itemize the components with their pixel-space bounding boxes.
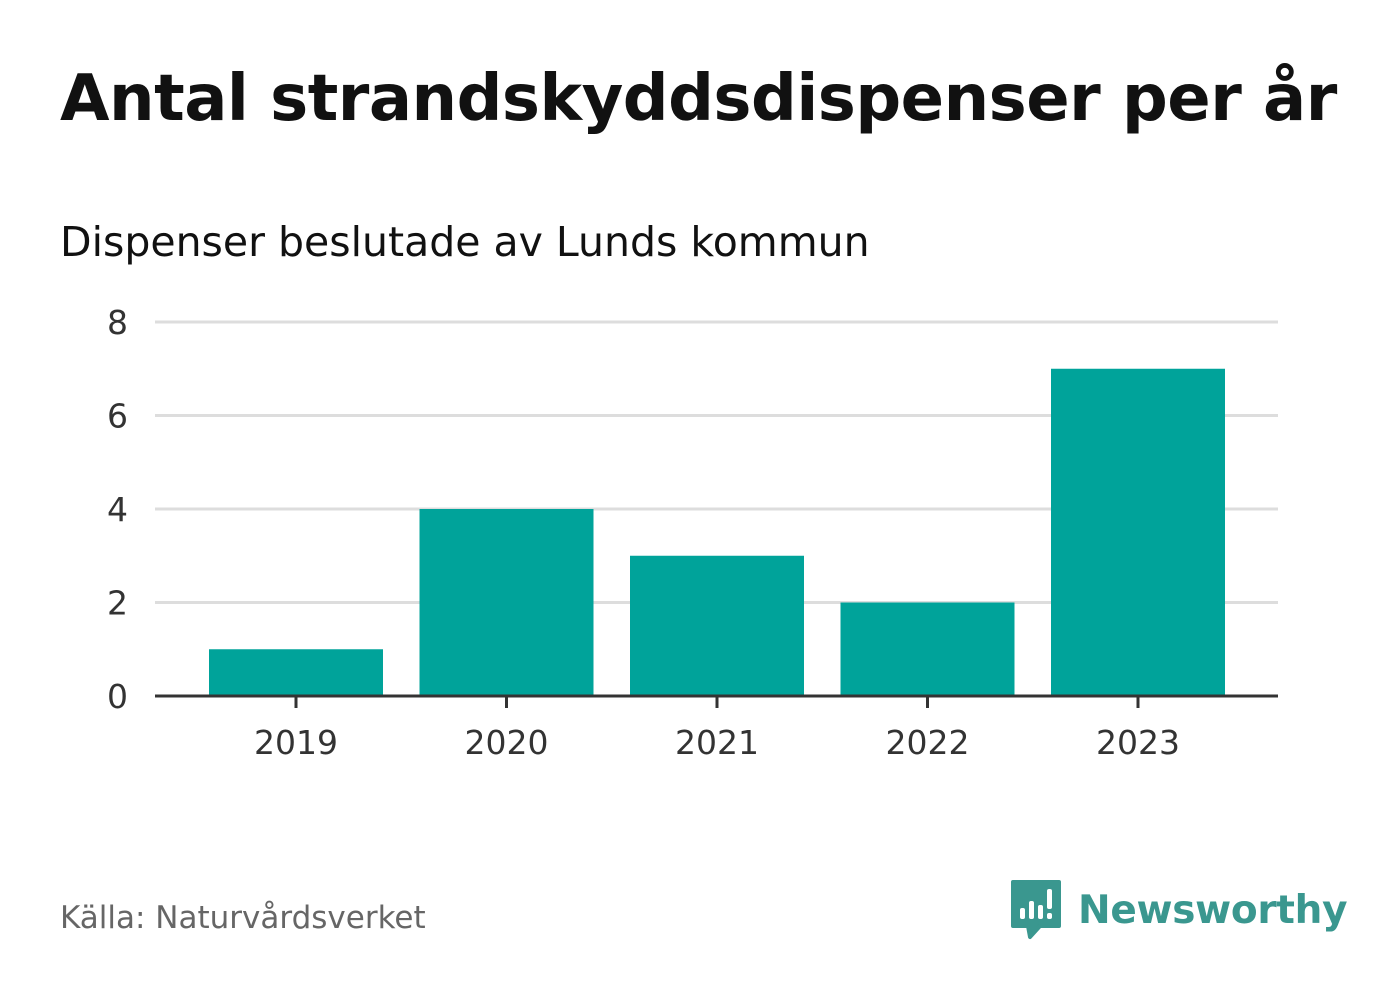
bars — [209, 368, 1225, 697]
y-tick-label: 8 — [107, 303, 128, 342]
bar-2023[interactable] — [1051, 368, 1225, 696]
y-tick-label: 4 — [107, 490, 128, 529]
x-tick-label: 2019 — [254, 723, 338, 762]
brand-logo[interactable]: Newsworthy — [1010, 878, 1348, 942]
y-tick-label: 6 — [107, 397, 128, 436]
brand-name: Newsworthy — [1078, 887, 1348, 933]
y-axis-tick-labels: 0 2 4 6 8 — [107, 303, 128, 716]
bar-2022[interactable] — [840, 602, 1015, 697]
bar-2020[interactable] — [419, 509, 594, 696]
chart-subtitle: Dispenser beslutade av Lunds kommun — [60, 218, 870, 266]
chart-title: Antal strandskyddsdispenser per år — [60, 62, 1337, 136]
x-axis-tick-labels: 2019 2020 2021 2022 2023 — [254, 723, 1180, 762]
bar-2019[interactable] — [209, 649, 383, 696]
x-tick-label: 2023 — [1096, 723, 1180, 762]
y-tick-label: 2 — [107, 584, 128, 623]
x-tick-label: 2022 — [886, 723, 970, 762]
bar-2021[interactable] — [630, 555, 804, 696]
x-tick-label: 2021 — [675, 723, 759, 762]
source-note: Källa: Naturvårdsverket — [60, 900, 426, 936]
y-tick-label: 0 — [107, 677, 128, 716]
x-tick-label: 2020 — [465, 723, 549, 762]
x-axis — [155, 694, 1278, 708]
newsworthy-logo-icon — [1011, 880, 1061, 939]
